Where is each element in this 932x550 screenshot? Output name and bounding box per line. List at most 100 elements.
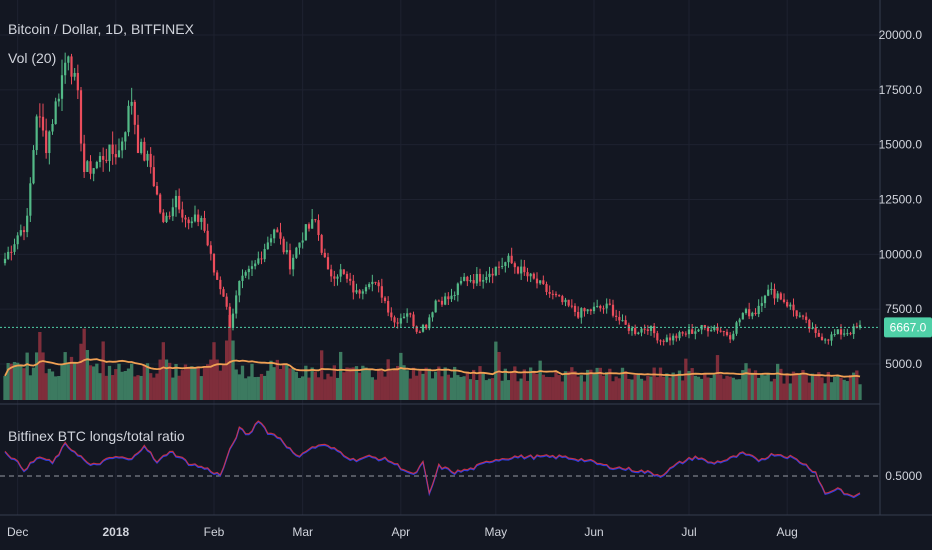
price-tick-label: 7500.0: [885, 302, 922, 316]
volume-bar: [525, 380, 530, 400]
volume-bar: [231, 340, 235, 400]
volume-bar: [529, 367, 533, 400]
volume-bar: [402, 365, 406, 400]
candle-body: [187, 219, 190, 224]
volume-bar: [66, 363, 70, 400]
candle-body: [206, 230, 209, 246]
volume-bar: [193, 366, 197, 400]
volume-bar: [386, 359, 390, 400]
volume-bar: [804, 374, 808, 400]
volume-bar: [541, 374, 545, 400]
volume-bar: [85, 350, 89, 400]
volume-bar: [60, 364, 64, 400]
volume-bar: [497, 351, 501, 400]
volume-bar: [839, 377, 843, 400]
candle-body: [820, 336, 824, 340]
volume-bar: [636, 374, 640, 400]
volume-bar: [567, 371, 571, 400]
candle-body: [374, 281, 377, 283]
candle-body: [504, 262, 507, 266]
volume-bar: [595, 367, 599, 400]
time-axis[interactable]: Dec 2018 Feb Mar Apr May Jun Jul Aug: [7, 525, 798, 539]
volume-bar: [310, 367, 314, 400]
volume-bar: [522, 369, 526, 400]
candle-body: [444, 296, 447, 305]
volume-bar: [22, 368, 26, 400]
candle-body: [257, 258, 260, 264]
candle-body: [320, 235, 323, 253]
candle-body: [184, 217, 187, 220]
symbol-title[interactable]: Bitcoin / Dollar, 1D, BITFINEX: [8, 21, 195, 37]
candle-body: [124, 132, 127, 142]
volume-indicator-title[interactable]: Vol (20): [8, 50, 56, 66]
volume-bar: [335, 377, 340, 400]
candle-body: [792, 304, 795, 311]
volume-bar: [339, 351, 343, 400]
candle-body: [292, 257, 295, 270]
candle-body: [450, 295, 453, 300]
candle-body: [29, 183, 32, 216]
candle-body: [67, 56, 70, 63]
candle-body: [434, 300, 437, 313]
candle-body: [146, 153, 149, 161]
candle-body: [415, 326, 418, 332]
candle-body: [719, 330, 722, 332]
volume-bar: [69, 356, 74, 400]
candle-body: [852, 326, 855, 335]
volume-bar: [532, 372, 536, 400]
candle-body: [418, 331, 421, 333]
candle-body: [836, 329, 839, 335]
candle-body: [615, 315, 618, 317]
volume-bar: [855, 370, 859, 400]
price-axis[interactable]: 20000.0 17500.0 15000.0 12500.0 10000.0 7500.…: [879, 28, 923, 371]
volume-bar: [453, 366, 457, 400]
candle-body: [311, 219, 314, 229]
candle-body: [326, 257, 330, 270]
volume-bar: [649, 376, 653, 400]
volume-bar: [652, 367, 656, 400]
volume-bar: [598, 367, 602, 400]
volume-bar: [38, 332, 42, 400]
candlestick-series: [3, 52, 862, 346]
candle-body: [273, 229, 276, 239]
time-tick-label: Aug: [776, 525, 797, 539]
volume-bar: [506, 380, 511, 400]
candle-body: [263, 249, 266, 260]
volume-bar: [544, 376, 549, 400]
candle-body: [529, 273, 532, 277]
volume-bar: [313, 371, 317, 400]
candle-body: [523, 266, 526, 273]
candle-body: [649, 326, 653, 331]
volume-bar: [12, 361, 17, 400]
ratio-indicator-title[interactable]: Bitfinex BTC longs/total ratio: [8, 428, 185, 444]
candle-body: [317, 220, 320, 236]
volume-bar: [82, 328, 86, 400]
volume-bar: [643, 380, 647, 400]
ratio-axis[interactable]: 0.5000: [885, 469, 922, 483]
candle-body: [744, 309, 748, 314]
candle-body: [760, 303, 763, 306]
volume-bar: [684, 358, 688, 400]
price-tick-label: 20000.0: [879, 28, 923, 42]
volume-bar: [671, 372, 675, 400]
volume-bar: [380, 370, 384, 400]
candle-body: [748, 309, 751, 317]
candle-body: [108, 144, 111, 162]
candle-body: [200, 217, 203, 222]
candle-body: [57, 98, 60, 102]
volume-bar: [554, 371, 558, 400]
volume-bar: [332, 365, 336, 400]
candle-body: [459, 280, 463, 284]
volume-bar: [592, 373, 596, 400]
volume-bar: [478, 366, 482, 400]
candle-body: [586, 309, 589, 312]
volume-bar: [111, 375, 115, 400]
candle-body: [621, 320, 624, 322]
volume-bar: [605, 372, 609, 400]
candle-body: [437, 300, 440, 302]
candle-body: [618, 316, 621, 321]
volume-bar: [183, 364, 188, 400]
candle-body: [805, 316, 808, 320]
candle-body: [83, 143, 86, 172]
